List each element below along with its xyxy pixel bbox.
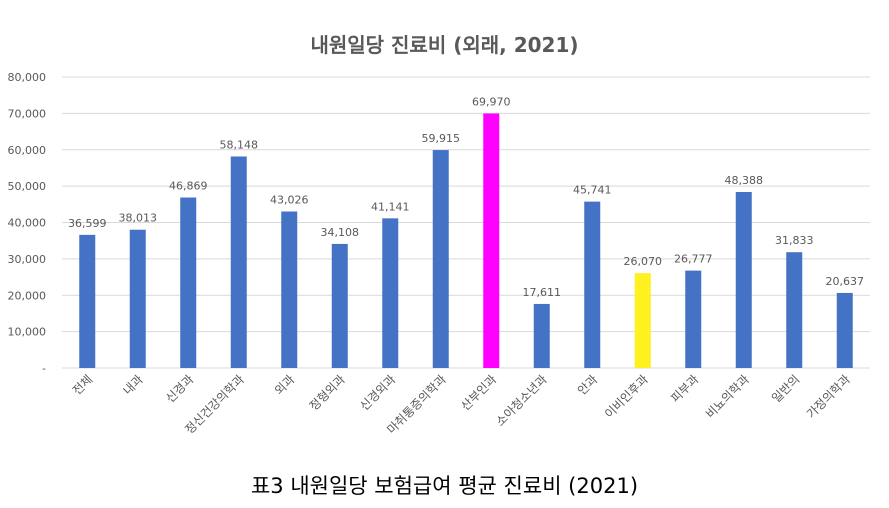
grid-lines [62, 76, 870, 369]
bar-chart: - 10,000 20,000 30,000 40,000 50,000 60,000 70,… [8, 71, 870, 437]
y-tick-label: 20,000 [8, 289, 47, 302]
y-tick-label: 40,000 [8, 217, 47, 230]
x-tick-label: 일반의 [769, 372, 802, 405]
data-label: 59,915 [422, 132, 461, 145]
data-label: 34,108 [321, 226, 360, 239]
x-tick-label: 소아청소년과 [493, 372, 550, 429]
x-tick-label: 내과 [120, 372, 146, 398]
bar-6 [331, 243, 348, 368]
bar-7 [382, 218, 399, 368]
bar-16 [836, 292, 853, 368]
data-label: 20,637 [826, 275, 865, 288]
bars [79, 113, 853, 368]
x-tick-label: 신경과 [163, 372, 196, 405]
x-tick-label: 안과 [575, 372, 601, 398]
x-tick-label: 산부인과 [458, 372, 499, 413]
x-tick-label: 피부과 [668, 372, 701, 405]
bar-1 [79, 234, 96, 368]
x-tick-label: 비뇨의학과 [703, 372, 752, 421]
y-tick-label: 60,000 [8, 144, 47, 157]
y-tick-label: - [42, 362, 46, 375]
bar-5 [281, 211, 298, 368]
bar-14 [735, 191, 752, 368]
data-label: 45,741 [573, 184, 612, 197]
data-label: 46,869 [169, 180, 208, 193]
data-label: 43,026 [270, 193, 309, 206]
bar-4 [230, 156, 247, 368]
bar-12 [634, 273, 651, 368]
data-label: 17,611 [523, 286, 562, 299]
bar-9 [483, 113, 500, 368]
y-tick-label: 80,000 [8, 71, 47, 84]
data-label: 26,070 [624, 255, 663, 268]
data-label: 58,148 [220, 138, 259, 151]
data-label: 41,141 [371, 200, 410, 213]
data-label: 38,013 [119, 212, 158, 225]
bar-2 [129, 229, 146, 368]
y-tick-label: 30,000 [8, 253, 47, 266]
x-tick-label: 전체 [70, 372, 96, 398]
y-tick-label: 10,000 [8, 326, 47, 339]
bar-13 [685, 270, 702, 368]
x-tick-label: 신경외과 [357, 372, 398, 413]
data-label: 48,388 [725, 174, 764, 187]
bar-11 [584, 201, 601, 368]
data-label: 31,833 [775, 234, 814, 247]
chart-caption: 표3 내원일당 보험급여 평균 진료비 (2021) [250, 474, 639, 498]
x-tick-label: 정형외과 [307, 372, 348, 413]
bar-10 [533, 303, 550, 368]
x-tick-label: 가정의학과 [804, 372, 853, 421]
y-tick-label: 50,000 [8, 180, 47, 193]
data-label: 36,599 [68, 217, 107, 230]
data-label: 69,970 [472, 95, 511, 108]
bar-15 [786, 252, 803, 368]
y-axis-ticks: - 10,000 20,000 30,000 40,000 50,000 60,000 70,… [8, 71, 47, 375]
chart-title: 내원일당 진료비 (외래, 2021) [310, 33, 579, 57]
bar-8 [432, 150, 449, 368]
y-tick-label: 70,000 [8, 107, 47, 120]
x-tick-label: 이비인후과 [602, 372, 651, 421]
data-labels: 36,599 38,013 46,869 58,148 43,026 34,108 41,1… [68, 95, 864, 298]
data-label: 26,777 [674, 253, 713, 266]
bar-3 [180, 197, 197, 368]
x-tick-label: 외과 [272, 372, 298, 398]
